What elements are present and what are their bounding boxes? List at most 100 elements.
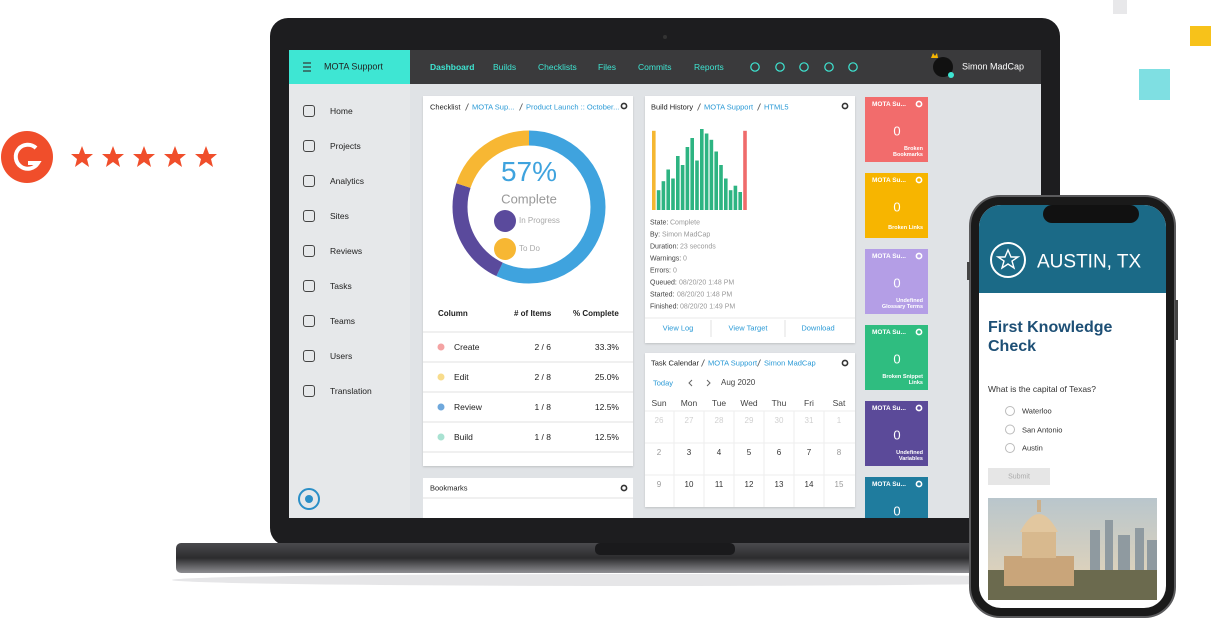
percent-complete: 57% (500, 156, 558, 187)
phone-button (1175, 300, 1178, 340)
build-bar (680, 165, 685, 210)
calendar-day[interactable]: 29 (744, 416, 754, 425)
calendar-day[interactable]: 11 (714, 480, 724, 489)
sidebar-icon (303, 315, 315, 327)
tile-title: MOTA Su... (872, 252, 906, 260)
breadcrumb-link[interactable]: MOTA Support (708, 358, 758, 368)
calendar-day[interactable]: 8 (836, 448, 842, 457)
nav-item[interactable]: Checklists (538, 61, 577, 72)
sidebar-item[interactable]: Users (330, 350, 353, 361)
calendar-day[interactable]: 2 (656, 448, 662, 457)
quiz-option[interactable]: Austin (1022, 443, 1043, 453)
card-title: Task Calendar (651, 358, 699, 368)
card-title: Build History (651, 102, 694, 112)
weekday: Wed (740, 397, 758, 408)
breadcrumb-link[interactable]: Simon MadCap (764, 358, 816, 368)
capitol-drum (1022, 530, 1056, 558)
row-items: 1 / 8 (534, 401, 551, 412)
build-bar (666, 169, 670, 210)
phone-button (967, 262, 970, 280)
stat-tile[interactable] (865, 173, 928, 238)
build-link[interactable]: View Log (662, 323, 694, 333)
user-name[interactable]: Simon MadCap (962, 61, 1025, 72)
sidebar-item[interactable]: Sites (330, 210, 349, 221)
detail-value: 0 (683, 255, 687, 263)
radio-button (1005, 424, 1015, 435)
table-header: # of Items (514, 309, 552, 318)
sidebar-item[interactable]: Home (330, 105, 353, 116)
calendar-day[interactable]: 14 (804, 480, 814, 489)
tile-count: 0 (893, 503, 901, 518)
submit-label[interactable]: Submit (1008, 473, 1030, 481)
row-percent: 25.0% (594, 371, 619, 382)
sidebar-item[interactable]: Teams (330, 315, 356, 326)
calendar-day[interactable]: 5 (746, 448, 752, 457)
stat-tile[interactable] (865, 325, 928, 390)
detail-value: 23 seconds (680, 243, 716, 251)
row-items: 2 / 6 (534, 341, 551, 352)
breadcrumb-link[interactable]: MOTA Sup... (472, 102, 515, 112)
nav-item[interactable]: Reports (694, 61, 724, 72)
calendar-day[interactable]: 27 (684, 416, 694, 425)
stat-tile[interactable] (865, 401, 928, 466)
breadcrumb-link[interactable]: HTML5 (764, 102, 789, 112)
calendar-day[interactable]: 6 (776, 448, 782, 457)
breadcrumb-link[interactable]: MOTA Support (704, 102, 754, 112)
next-arrow (706, 379, 711, 387)
submit-button[interactable] (988, 468, 1050, 485)
settings-icon (841, 102, 849, 110)
calendar-day[interactable]: 3 (686, 448, 692, 457)
calendar-day[interactable]: 7 (806, 448, 812, 457)
calendar-day[interactable]: 1 (836, 416, 842, 425)
donut-segment (452, 130, 606, 284)
photo-building (1135, 528, 1144, 570)
breadcrumb-link[interactable]: Product Launch :: October... (526, 102, 620, 112)
breadcrumb-separator (757, 359, 761, 367)
weekday: Thu (771, 397, 787, 408)
calendar-day[interactable]: 13 (774, 480, 784, 489)
sidebar-icon (303, 175, 315, 187)
donut-segment (452, 130, 606, 284)
settings-icon (915, 176, 923, 184)
row-percent: 12.5% (594, 431, 619, 442)
build-link[interactable]: View Target (728, 323, 768, 333)
phone-content: AUSTIN, TX First Knowledge Check What is t… (979, 205, 1166, 608)
photo-building (1090, 530, 1100, 570)
sidebar-item[interactable]: Reviews (330, 245, 363, 256)
card (645, 353, 855, 507)
calendar-day[interactable]: 30 (774, 416, 784, 425)
stat-tile[interactable] (865, 97, 928, 162)
calendar-day[interactable]: 31 (804, 416, 814, 425)
sidebar-item[interactable]: Translation (330, 385, 372, 396)
detail-key: Duration: (650, 243, 679, 251)
nav-item[interactable]: Builds (493, 61, 517, 72)
month-label: Aug 2020 (721, 378, 756, 387)
quiz-option[interactable]: Waterloo (1022, 406, 1052, 416)
sidebar-item[interactable]: Projects (330, 140, 361, 151)
calendar-day[interactable]: 26 (654, 416, 664, 425)
toolbar-icon (824, 62, 834, 72)
calendar-day[interactable]: 9 (656, 480, 662, 489)
stat-tile[interactable] (865, 249, 928, 314)
sidebar-item[interactable]: Tasks (330, 280, 352, 291)
nav-item[interactable]: Commits (638, 61, 672, 72)
calendar-day[interactable]: 4 (716, 448, 722, 457)
app-logo (298, 488, 320, 510)
nav-item[interactable]: Files (598, 61, 616, 72)
brand-name: MOTA Support (324, 61, 383, 72)
stat-tile[interactable] (865, 477, 928, 518)
toolbar-icon (848, 62, 858, 72)
quiz-option[interactable]: San Antonio (1022, 424, 1063, 434)
nav-item[interactable]: Dashboard (430, 61, 475, 72)
build-bar (676, 156, 680, 210)
calendar-day[interactable]: 12 (744, 480, 754, 489)
today-button[interactable]: Today (653, 378, 674, 388)
build-link[interactable]: Download (801, 323, 835, 333)
capitol-base (1004, 556, 1074, 586)
sidebar-item[interactable]: Analytics (330, 175, 365, 186)
city-logo (995, 248, 1021, 270)
calendar-day[interactable]: 28 (714, 416, 724, 425)
detail-value: 08/20/20 1:48 PM (679, 279, 735, 287)
calendar-day[interactable]: 15 (834, 480, 844, 489)
calendar-day[interactable]: 10 (684, 480, 694, 489)
